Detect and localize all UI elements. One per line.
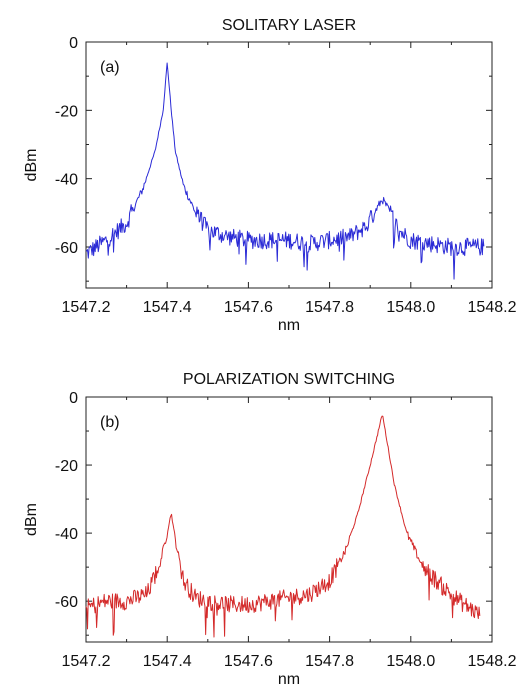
y-tick-label: -60: [55, 240, 78, 257]
x-tick-label: 1547.2: [62, 653, 111, 670]
plot-frame: [85, 396, 493, 643]
x-tick-label: 1547.6: [224, 299, 273, 316]
y-tick-label: 0: [69, 390, 78, 407]
x-tick-label: 1548.2: [468, 653, 517, 670]
x-tick-label: 1547.4: [143, 299, 192, 316]
x-tick-label: 1548.0: [386, 299, 435, 316]
chart-title: SOLITARY LASER: [222, 17, 356, 34]
chart-panel-a: SOLITARY LASER 0 -20 -40 -60 1547.2 1547.4 1547…: [23, 17, 517, 334]
x-tick-label: 1548.2: [468, 299, 517, 316]
y-tick-label: -20: [55, 103, 78, 120]
y-tick-label: -60: [55, 594, 78, 611]
series-line: [85, 415, 481, 638]
x-tick-label: 1547.4: [143, 653, 192, 670]
y-tick-label: -40: [55, 526, 78, 543]
x-axis-label: nm: [278, 317, 300, 334]
x-tick-label: 1547.6: [224, 653, 273, 670]
x-axis-label: nm: [278, 671, 300, 688]
y-axis-label: dBm: [23, 149, 40, 182]
y-tick-label: -20: [55, 458, 78, 475]
y-tick-label: 0: [69, 35, 78, 52]
panel-label: (a): [100, 59, 120, 76]
x-tick-label: 1548.0: [386, 653, 435, 670]
series-line: [85, 62, 485, 280]
chart-title: POLARIZATION SWITCHING: [183, 371, 395, 388]
x-tick-label: 1547.2: [62, 299, 111, 316]
y-axis-label: dBm: [23, 503, 40, 536]
chart-panel-b: POLARIZATION SWITCHING 0 -20 -40 -60 1547.2 15…: [23, 371, 517, 688]
x-tick-label: 1547.8: [305, 653, 354, 670]
panel-label: (b): [100, 414, 120, 431]
y-tick-label: -40: [55, 172, 78, 189]
x-tick-label: 1547.8: [305, 299, 354, 316]
